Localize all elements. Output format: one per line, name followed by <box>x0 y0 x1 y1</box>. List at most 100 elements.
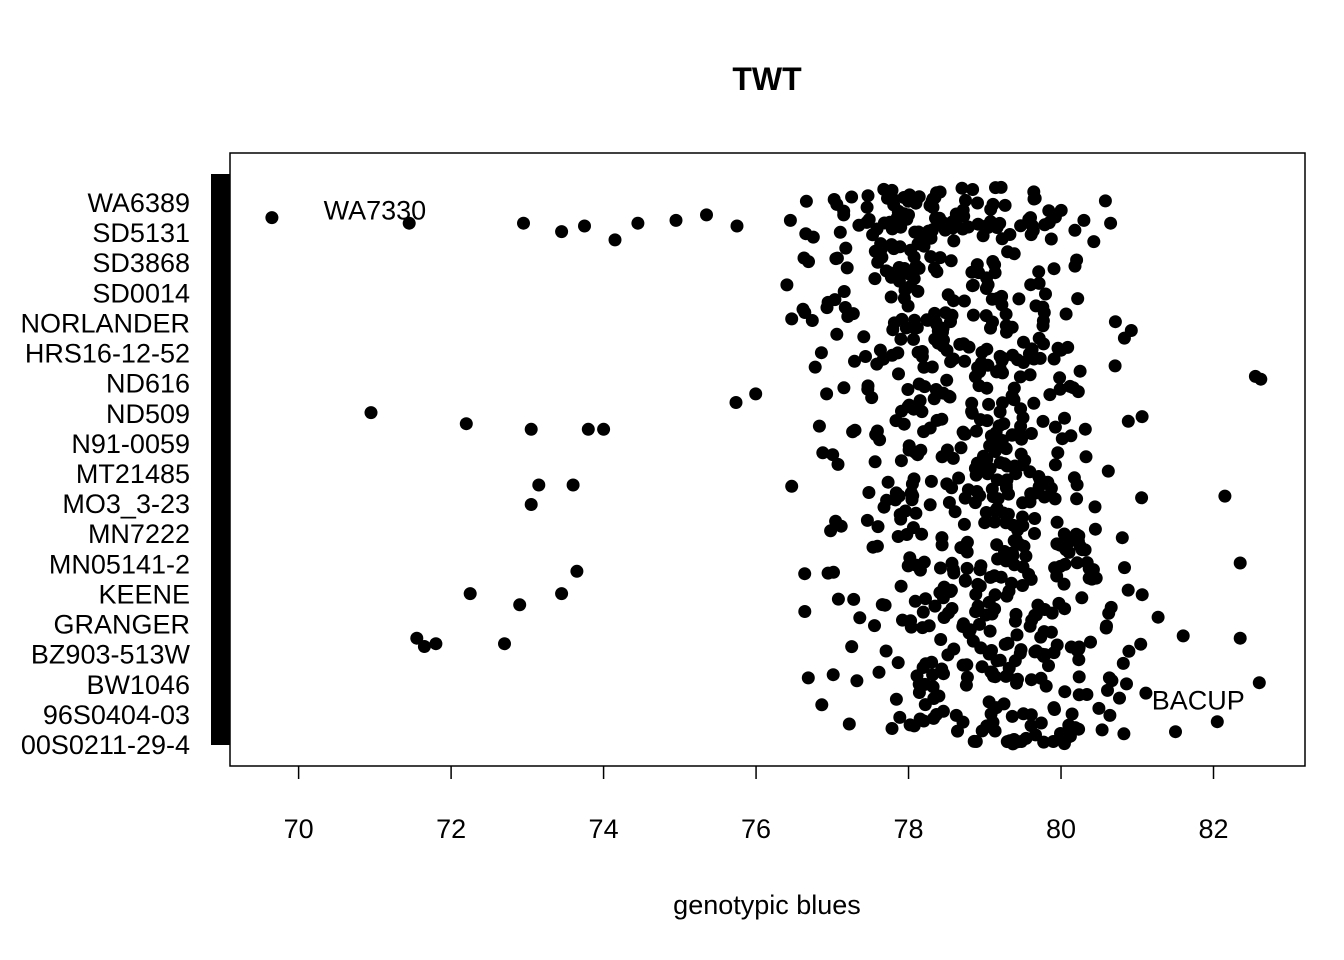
data-point <box>1070 556 1084 570</box>
data-point <box>954 441 968 455</box>
data-point <box>831 457 845 471</box>
data-point <box>1031 598 1045 612</box>
data-point <box>597 422 611 436</box>
data-point <box>904 620 918 634</box>
data-point <box>977 449 990 463</box>
data-point <box>906 521 920 535</box>
data-point <box>1070 478 1084 492</box>
data-point <box>1003 228 1017 241</box>
data-point <box>1014 402 1028 416</box>
data-point <box>1037 490 1051 504</box>
data-point <box>1025 613 1039 627</box>
data-point <box>1118 561 1131 575</box>
data-point <box>986 490 1000 504</box>
data-point <box>801 671 815 685</box>
data-point <box>901 559 915 573</box>
data-point <box>873 433 887 447</box>
data-point <box>892 367 905 381</box>
data-point <box>993 349 1007 363</box>
data-point <box>364 406 378 420</box>
data-point <box>968 496 982 510</box>
data-point <box>1011 735 1025 749</box>
data-point <box>944 254 958 268</box>
data-point <box>973 413 987 427</box>
data-point <box>956 658 970 672</box>
data-point <box>1058 557 1072 571</box>
y-tick-label: NORLANDER <box>20 308 190 338</box>
x-tick-label: 72 <box>436 814 466 844</box>
data-point <box>1044 625 1058 639</box>
data-point <box>958 354 972 368</box>
data-point <box>923 498 937 512</box>
data-point <box>1048 458 1062 472</box>
data-point <box>1051 446 1065 460</box>
data-point <box>940 373 954 387</box>
data-point <box>1025 343 1039 357</box>
data-point <box>860 513 874 527</box>
data-point <box>669 213 683 227</box>
data-point <box>926 223 939 237</box>
data-point <box>1034 630 1048 644</box>
data-point <box>1008 614 1022 628</box>
data-point <box>955 181 969 195</box>
data-point <box>1007 393 1021 407</box>
data-point <box>1024 211 1037 225</box>
data-point <box>1028 527 1041 540</box>
data-point <box>966 183 980 196</box>
data-point <box>879 644 893 658</box>
data-point <box>988 724 1002 738</box>
data-point <box>1034 716 1048 730</box>
data-point <box>942 606 955 620</box>
data-point <box>866 540 880 554</box>
x-tick-label: 80 <box>1046 814 1076 844</box>
data-point <box>1066 381 1080 395</box>
data-point <box>1072 670 1086 684</box>
data-point <box>907 321 921 335</box>
data-point <box>934 561 947 575</box>
data-point <box>1124 324 1138 337</box>
data-point <box>861 189 875 203</box>
y-tick-label: 96S0404-03 <box>43 700 190 730</box>
data-point <box>1121 414 1135 428</box>
data-point <box>1018 453 1032 467</box>
data-point <box>990 654 1004 668</box>
data-point <box>1013 537 1026 551</box>
data-point <box>998 637 1012 651</box>
data-point <box>1005 428 1019 442</box>
data-point <box>848 423 862 437</box>
y-tick-label: ND509 <box>106 399 190 429</box>
data-point <box>996 366 1009 380</box>
data-point <box>1210 715 1224 729</box>
data-point <box>820 301 834 315</box>
data-point <box>1048 492 1062 506</box>
data-point <box>870 222 884 236</box>
data-point <box>853 611 867 625</box>
data-point <box>1062 718 1076 732</box>
data-point <box>785 312 799 326</box>
data-point <box>1044 232 1058 246</box>
data-point <box>892 489 906 503</box>
data-point <box>812 419 826 433</box>
data-point <box>417 640 431 653</box>
data-point <box>954 541 968 555</box>
data-point <box>840 261 854 275</box>
data-point <box>1010 628 1024 642</box>
data-point <box>940 477 954 491</box>
data-point <box>1007 381 1021 395</box>
data-point <box>1029 728 1042 742</box>
y-tick-label: SD3868 <box>92 248 190 278</box>
data-point <box>875 598 889 612</box>
data-point <box>1036 414 1050 428</box>
chart-title: TWT <box>732 61 802 97</box>
data-point <box>965 396 979 410</box>
data-point <box>895 404 908 418</box>
data-point <box>1122 644 1136 658</box>
data-point <box>959 678 973 692</box>
data-point <box>1032 265 1046 279</box>
data-point <box>1105 674 1119 688</box>
data-point <box>1092 701 1106 715</box>
data-point <box>908 594 922 608</box>
data-point <box>952 471 966 485</box>
data-point <box>815 698 829 712</box>
y-tick-label: SD5131 <box>92 218 190 248</box>
